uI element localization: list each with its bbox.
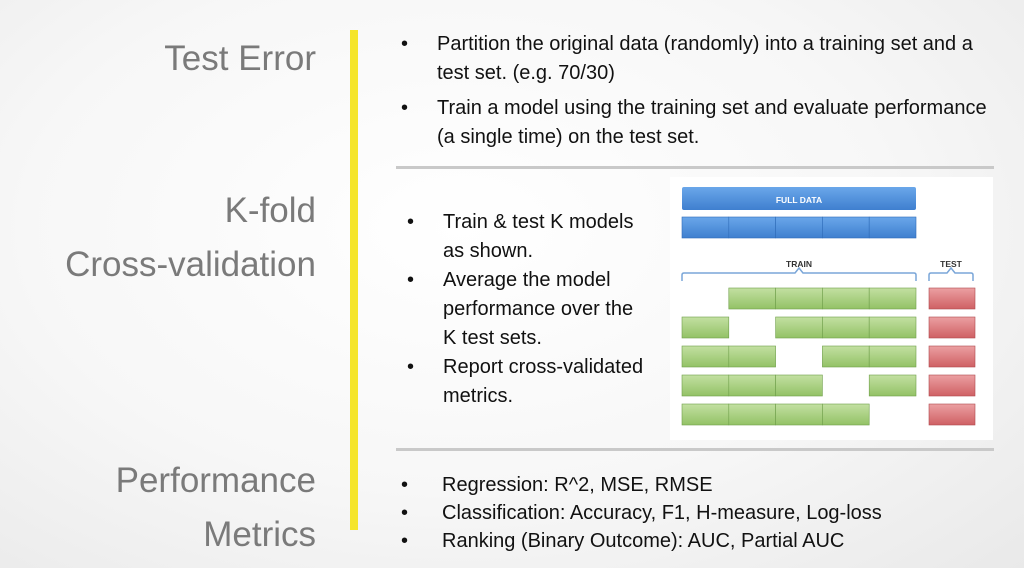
- fold-segment: [868, 216, 917, 239]
- title-line: Cross-validation: [65, 245, 316, 284]
- bullet-item: • Classification: Accuracy, F1, H-measure…: [397, 499, 997, 527]
- section-title-test-error: Test Error: [164, 32, 316, 86]
- train-fold: [775, 287, 823, 310]
- accent-bar: [350, 30, 358, 530]
- bullet-text: Train & test K models as shown.: [443, 211, 634, 262]
- train-label: TRAIN: [786, 259, 812, 269]
- test-fold: [928, 345, 976, 368]
- train-fold: [775, 316, 823, 339]
- test-brace: [928, 266, 974, 281]
- bullet-icon: •: [401, 97, 409, 119]
- train-fold: [681, 374, 730, 397]
- train-fold: [728, 287, 776, 310]
- title-line: Metrics: [203, 515, 316, 554]
- test-fold: [928, 287, 976, 310]
- fold-segment: [728, 216, 776, 239]
- test-fold: [928, 403, 976, 426]
- bullet-icon: •: [407, 269, 415, 291]
- test-fold: [928, 374, 976, 397]
- title-line: Performance: [115, 461, 316, 500]
- divider-2: [396, 448, 994, 451]
- section-title-kfold: K-fold Cross-validation: [65, 184, 316, 292]
- bullet-text: Classification: Accuracy, F1, H-measure,…: [442, 502, 882, 524]
- bullet-text: Ranking (Binary Outcome): AUC, Partial A…: [442, 530, 845, 552]
- kfold-diagram: FULL DATA TRAIN TEST: [670, 177, 993, 440]
- train-fold: [681, 403, 730, 426]
- train-fold: [728, 345, 776, 368]
- fold-segment: [775, 216, 823, 239]
- bullet-icon: •: [407, 356, 415, 378]
- train-fold: [775, 374, 823, 397]
- bullet-item: • Partition the original data (randomly) …: [397, 30, 997, 88]
- full-data-label: FULL DATA: [776, 195, 822, 205]
- train-fold: [681, 316, 730, 339]
- train-fold: [822, 403, 870, 426]
- test-error-bullets: • Partition the original data (randomly) …: [397, 30, 997, 152]
- bullet-icon: •: [401, 502, 409, 524]
- bullet-text: Partition the original data (randomly) i…: [437, 33, 973, 84]
- title-line: Test Error: [164, 39, 316, 78]
- fold-segment: [822, 216, 870, 239]
- section-title-performance-metrics: Performance Metrics: [116, 454, 316, 562]
- full-data-bar: [682, 187, 916, 210]
- train-fold: [822, 345, 870, 368]
- bullet-item: • Average the model performance over the …: [403, 266, 648, 353]
- bullet-item: • Regression: R^2, MSE, RMSE: [397, 471, 997, 499]
- train-fold: [681, 345, 730, 368]
- train-fold: [868, 374, 917, 397]
- bullet-icon: •: [401, 474, 409, 496]
- train-fold: [868, 345, 917, 368]
- bullet-icon: •: [407, 211, 415, 233]
- train-test-rows: [681, 287, 976, 426]
- train-fold: [728, 403, 776, 426]
- train-fold: [728, 374, 776, 397]
- train-fold: [775, 403, 823, 426]
- bullet-item: • Train a model using the training set an…: [397, 94, 997, 152]
- bullet-icon: •: [401, 530, 409, 552]
- train-fold: [822, 316, 870, 339]
- kfold-bullets: • Train & test K models as shown. • Averag…: [403, 208, 648, 411]
- bullet-item: • Ranking (Binary Outcome): AUC, Partial …: [397, 527, 997, 555]
- title-line: K-fold: [224, 191, 316, 230]
- kfold-diagram-svg: FULL DATA TRAIN TEST: [681, 187, 976, 426]
- train-brace: [681, 266, 917, 281]
- bullet-item: • Report cross-validated metrics.: [403, 353, 648, 411]
- train-fold: [822, 287, 870, 310]
- bullet-text: Report cross-validated metrics.: [443, 356, 644, 407]
- train-fold: [868, 287, 917, 310]
- bullet-text: Train a model using the training set and…: [437, 97, 987, 148]
- fold-segments: [681, 216, 917, 239]
- divider-1: [396, 166, 994, 169]
- test-fold: [928, 316, 976, 339]
- bullet-text: Regression: R^2, MSE, RMSE: [442, 474, 713, 496]
- test-label: TEST: [940, 259, 963, 269]
- bullet-text: Average the model performance over the K…: [443, 269, 634, 349]
- train-fold: [868, 316, 917, 339]
- bullet-icon: •: [401, 33, 409, 55]
- bullet-item: • Train & test K models as shown.: [403, 208, 648, 266]
- metrics-bullets: • Regression: R^2, MSE, RMSE • Classificat…: [397, 471, 997, 555]
- fold-segment: [681, 216, 730, 239]
